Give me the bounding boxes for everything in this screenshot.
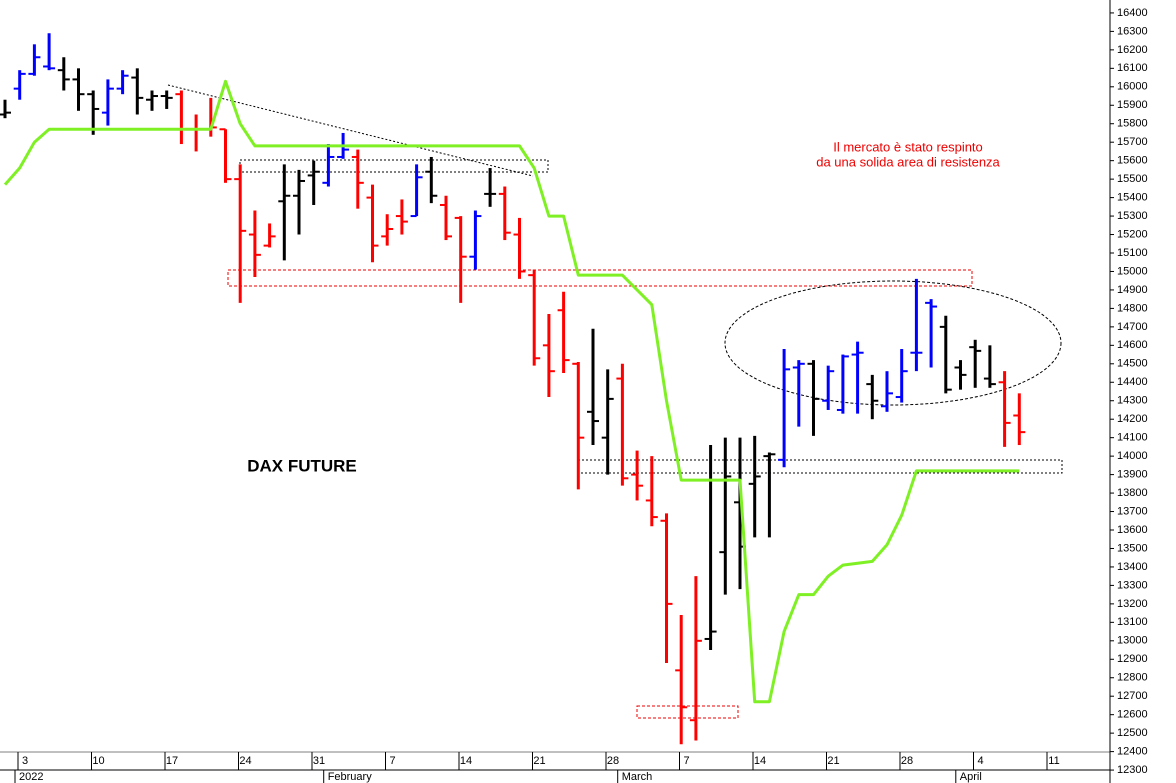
y-tick-label: 13700	[1117, 505, 1148, 517]
y-tick-label: 13600	[1117, 524, 1148, 536]
x-tick-label: 11	[1048, 755, 1059, 767]
y-tick-label: 14000	[1117, 450, 1148, 462]
y-tick-label: 12400	[1117, 746, 1148, 758]
y-tick-label: 13400	[1117, 561, 1148, 573]
x-tick-label: 10	[92, 755, 104, 767]
x-tick-label: 28	[901, 755, 913, 767]
y-tick-label: 14600	[1117, 339, 1148, 351]
y-tick-label: 13300	[1117, 579, 1148, 591]
y-tick-label: 16200	[1117, 44, 1148, 56]
low-box	[636, 705, 739, 719]
x-tick-label: 14	[754, 755, 766, 767]
y-tick-label: 13800	[1117, 487, 1148, 499]
y-tick-label: 13100	[1117, 616, 1148, 628]
x-tick-label: 3	[22, 755, 28, 767]
x-tick-label: 31	[313, 755, 325, 767]
y-tick-label: 15700	[1117, 136, 1148, 148]
annotation: da una solida area di resistenza	[816, 154, 1000, 169]
y-tick-label: 12600	[1117, 709, 1148, 721]
y-tick-label: 12300	[1117, 764, 1148, 776]
y-tick-label: 15500	[1117, 173, 1148, 185]
trailing-line	[3, 79, 1020, 704]
y-tick-label: 16000	[1117, 81, 1148, 93]
y-tick-label: 15400	[1117, 192, 1148, 204]
resistance-ellipse	[724, 280, 1062, 406]
y-tick-label: 16100	[1117, 62, 1148, 74]
month-label: 2022	[19, 771, 43, 783]
y-tick-label: 14200	[1117, 413, 1148, 425]
month-label: March	[622, 771, 653, 783]
y-tick-label: 13500	[1117, 542, 1148, 554]
y-tick-label: 15800	[1117, 118, 1148, 130]
month-label: April	[960, 771, 982, 783]
y-tick-label: 12900	[1117, 653, 1148, 665]
x-tick-label: 7	[683, 755, 689, 767]
x-tick-label: 17	[166, 755, 178, 767]
y-tick-label: 14400	[1117, 376, 1148, 388]
y-tick-label: 14900	[1117, 284, 1148, 296]
x-tick-label: 4	[977, 755, 983, 767]
trend-line	[167, 84, 534, 177]
x-tick-label: 24	[239, 755, 251, 767]
y-tick-label: 15100	[1117, 247, 1148, 259]
chart-label: DAX FUTURE	[247, 456, 357, 475]
y-tick-label: 14100	[1117, 432, 1148, 444]
y-tick-label: 13200	[1117, 598, 1148, 610]
y-tick-label: 13900	[1117, 469, 1148, 481]
x-tick-label: 28	[607, 755, 619, 767]
resistance-box	[227, 269, 973, 287]
y-tick-label: 15000	[1117, 265, 1148, 277]
y-tick-label: 15300	[1117, 210, 1148, 222]
y-tick-label: 16300	[1117, 25, 1148, 37]
y-tick-label: 13000	[1117, 635, 1148, 647]
month-label: February	[328, 771, 373, 783]
y-tick-label: 12700	[1117, 690, 1148, 702]
y-tick-label: 14700	[1117, 321, 1148, 333]
support-box	[577, 459, 1063, 474]
y-tick-label: 15200	[1117, 228, 1148, 240]
x-tick-label: 21	[533, 755, 545, 767]
annotation: Il mercato è stato respinto	[833, 139, 983, 154]
x-tick-label: 7	[389, 755, 395, 767]
y-tick-label: 15900	[1117, 99, 1148, 111]
y-tick-label: 16400	[1117, 7, 1148, 19]
y-tick-label: 14800	[1117, 302, 1148, 314]
x-tick-label: 21	[827, 755, 839, 767]
x-tick-label: 14	[460, 755, 472, 767]
y-tick-label: 12800	[1117, 672, 1148, 684]
y-tick-label: 12500	[1117, 727, 1148, 739]
y-tick-label: 14300	[1117, 395, 1148, 407]
y-tick-label: 14500	[1117, 358, 1148, 370]
y-tick-label: 15600	[1117, 155, 1148, 167]
